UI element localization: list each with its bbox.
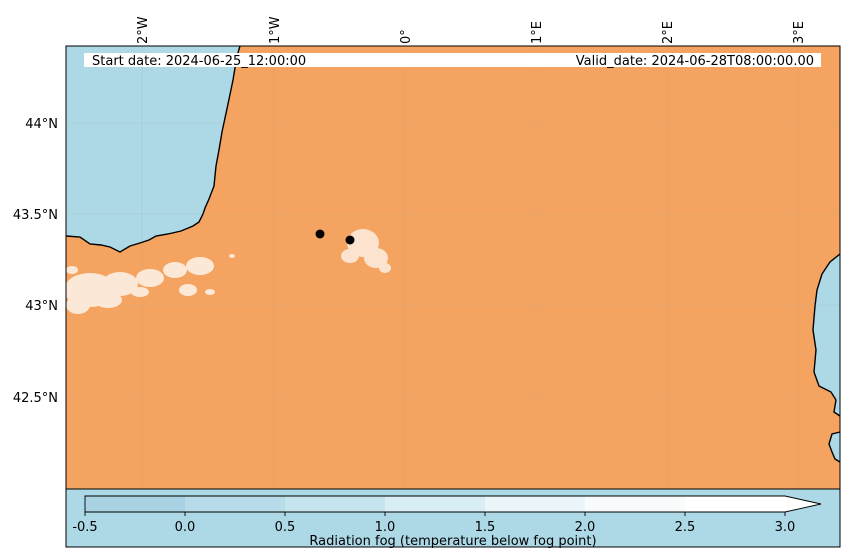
colorbar-segment xyxy=(685,496,785,512)
colorbar-tick-label: 2.0 xyxy=(575,520,596,535)
lon-labels: 2°W 1°W 0° 1°E 2°E 3°E xyxy=(136,16,807,44)
colorbar-tick-label: 0.5 xyxy=(275,520,296,535)
colorbar-tick-label: 0.0 xyxy=(175,520,196,535)
valid-date: Valid_date: 2024-06-28T08:00:00.00 xyxy=(576,54,814,69)
fog-patches xyxy=(64,229,391,314)
coastline-mediterranean-south xyxy=(828,431,841,463)
lat-label: 43°N xyxy=(25,299,58,314)
lon-label: 1°E xyxy=(530,21,545,44)
lon-label: 0° xyxy=(399,29,414,44)
lon-label: 2°E xyxy=(661,21,676,44)
lat-label: 43.5°N xyxy=(13,208,58,223)
sea-mediterranean xyxy=(813,254,840,416)
colorbar-frame xyxy=(65,488,841,548)
lon-label: 1°W xyxy=(268,16,283,44)
colorbar-label: Radiation fog (temperature below fog poi… xyxy=(309,534,596,549)
sea-mediterranean-south xyxy=(829,432,840,462)
colorbar-tick-label: 3.0 xyxy=(775,520,796,535)
gridlines xyxy=(66,46,840,489)
date-banner xyxy=(84,53,821,67)
colorbar-segment xyxy=(185,496,285,512)
fog-patch-center xyxy=(341,229,391,273)
colorbar-segments xyxy=(85,496,785,512)
coastline-biscay xyxy=(65,45,241,253)
colorbar-segment xyxy=(485,496,585,512)
colorbar-ticks xyxy=(84,512,786,516)
fog-patch-west xyxy=(64,254,235,314)
lat-label: 42.5°N xyxy=(13,391,58,406)
colorbar-segment xyxy=(585,496,685,512)
station-marker[interactable] xyxy=(315,229,325,239)
map-panel: Start date: 2024-06-25_12:00:00 Valid_da… xyxy=(64,45,841,490)
colorbar-extend-arrow xyxy=(785,496,821,512)
colorbar-tick-label: 2.5 xyxy=(675,520,696,535)
sea-biscay xyxy=(66,46,240,252)
colorbar-segment xyxy=(385,496,485,512)
colorbar-tick-label: 1.0 xyxy=(375,520,396,535)
colorbar-segment xyxy=(285,496,385,512)
lat-label: 44°N xyxy=(25,117,58,132)
lon-label: 3°E xyxy=(792,21,807,44)
colorbar-tick-label: -0.5 xyxy=(72,520,97,535)
colorbar: -0.5 0.0 0.5 1.0 1.5 2.0 2.5 3.0 Radiati… xyxy=(65,488,841,549)
colorbar-tick-labels: -0.5 0.0 0.5 1.0 1.5 2.0 2.5 3.0 xyxy=(72,520,795,535)
colorbar-segment xyxy=(85,496,185,512)
colorbar-outline xyxy=(84,495,822,513)
lat-labels: 44°N 43.5°N 43°N 42.5°N xyxy=(13,117,58,406)
station-marker[interactable] xyxy=(345,235,355,245)
coastline-mediterranean xyxy=(812,253,841,417)
colorbar-tick-label: 1.5 xyxy=(475,520,496,535)
start-date: Start date: 2024-06-25_12:00:00 xyxy=(92,54,306,69)
lon-label: 2°W xyxy=(136,16,151,44)
